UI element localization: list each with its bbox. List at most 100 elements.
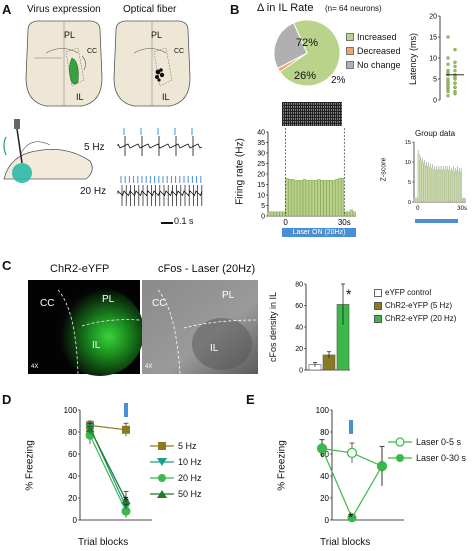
point-open-circle	[346, 447, 358, 459]
group-bar	[444, 169, 447, 203]
raster-tick	[305, 115, 306, 117]
region-label-pl-a2: PL	[151, 30, 163, 40]
raster-tick	[317, 118, 318, 120]
rate-bar	[285, 177, 289, 217]
raster-tick	[327, 103, 328, 105]
raster-tick	[331, 106, 332, 108]
raster-tick	[287, 118, 288, 120]
raster-tick	[287, 106, 288, 108]
raster-tick	[303, 106, 304, 108]
latency-point	[453, 85, 457, 90]
cfos-ylabel: cFos density in IL	[268, 291, 278, 363]
raster-tick	[295, 121, 296, 123]
raster-tick	[331, 124, 332, 126]
rat-fiber-illustration	[3, 119, 93, 183]
raster-tick	[283, 112, 284, 114]
raster-tick	[295, 115, 296, 117]
chr2-image	[28, 280, 144, 376]
rate-bar	[276, 211, 280, 217]
pie-label-nochange: 26%	[294, 70, 317, 82]
rate-bar	[297, 180, 301, 217]
rate-bar	[344, 211, 348, 217]
rate-bar	[352, 211, 356, 217]
raster-tick	[313, 124, 314, 126]
latency-point	[453, 60, 457, 64]
group-bar	[458, 171, 461, 203]
raster-tick	[303, 109, 304, 111]
freezing-tick-label: 40	[68, 472, 77, 481]
raster-tick	[341, 109, 342, 111]
rate-bar	[323, 180, 327, 217]
rate-bar	[320, 180, 324, 217]
raster-tick	[337, 103, 338, 105]
panel-e-letter: E	[246, 392, 255, 407]
freezing-tick-label: 80	[68, 428, 77, 437]
raster-tick	[287, 121, 288, 123]
d-legend-item: 50 Hz	[150, 486, 202, 502]
raster-tick	[287, 124, 288, 126]
group-bar	[429, 167, 432, 203]
raster-tick	[283, 109, 284, 111]
raster-tick	[285, 103, 286, 105]
rate-bar	[279, 211, 283, 217]
point-square	[122, 425, 130, 434]
raster-tick	[295, 109, 296, 111]
raster-tick	[317, 106, 318, 108]
raster-tick	[321, 118, 322, 120]
raster-tick	[325, 121, 326, 123]
cfos-tick-label: 60	[295, 303, 303, 310]
legend-label: 10 Hz	[178, 457, 202, 467]
rate-tick-label: 0	[261, 214, 265, 221]
legend-marker-triangle-down	[150, 458, 174, 466]
group-title: Group data	[415, 129, 456, 138]
group-bar	[431, 167, 434, 203]
raster-tick	[315, 106, 316, 108]
raster-tick	[283, 103, 284, 105]
raster-tick	[283, 106, 284, 108]
raster-tick	[329, 115, 330, 117]
raster-tick	[341, 112, 342, 114]
raster-tick	[317, 109, 318, 111]
raster-tick	[297, 118, 298, 120]
raster-tick	[303, 103, 304, 105]
raster-tick	[337, 106, 338, 108]
raster-tick	[301, 115, 302, 117]
freezing-chart-d: 0 20 40 60 80 100	[64, 406, 152, 525]
trace-label-20hz: 20 Hz	[80, 186, 107, 197]
rate-bar	[267, 211, 271, 217]
rate-tick-label: 10	[257, 193, 265, 200]
raster-tick	[307, 109, 308, 111]
raster-tick	[329, 103, 330, 105]
raster-tick	[297, 121, 298, 123]
raster-tick	[301, 124, 302, 126]
raster-tick	[291, 106, 292, 108]
brain-section-fiber	[113, 20, 191, 107]
raster-tick	[323, 124, 324, 126]
freezing-tick-label: 100	[316, 406, 330, 415]
raster-tick	[305, 118, 306, 120]
cfos-legend-item: eYFP control	[374, 286, 456, 299]
raster-tick	[339, 121, 340, 123]
rate-tick-label: 5	[261, 203, 265, 210]
point-circle	[347, 513, 357, 523]
raster-tick	[307, 118, 308, 120]
rate-bar	[311, 180, 315, 217]
latency-point	[446, 35, 450, 39]
img2-pl: PL	[222, 290, 235, 301]
raster-tick	[303, 112, 304, 114]
rate-bar	[335, 179, 339, 217]
raster-tick	[317, 124, 318, 126]
raster-tick	[337, 115, 338, 117]
raster-tick	[331, 121, 332, 123]
d-ylabel: % Freezing	[24, 440, 36, 491]
raster-tick	[333, 106, 334, 108]
raster-tick	[289, 103, 290, 105]
point-triangle-up	[85, 424, 95, 433]
cfos-legend-item: ChR2-eYFP (20 Hz)	[374, 312, 456, 325]
raster-tick	[293, 109, 294, 111]
series-line	[89, 428, 127, 501]
rate-ylabel: Firing rate (Hz)	[234, 138, 246, 205]
raster-tick	[299, 115, 300, 117]
raster-tick	[341, 115, 342, 117]
